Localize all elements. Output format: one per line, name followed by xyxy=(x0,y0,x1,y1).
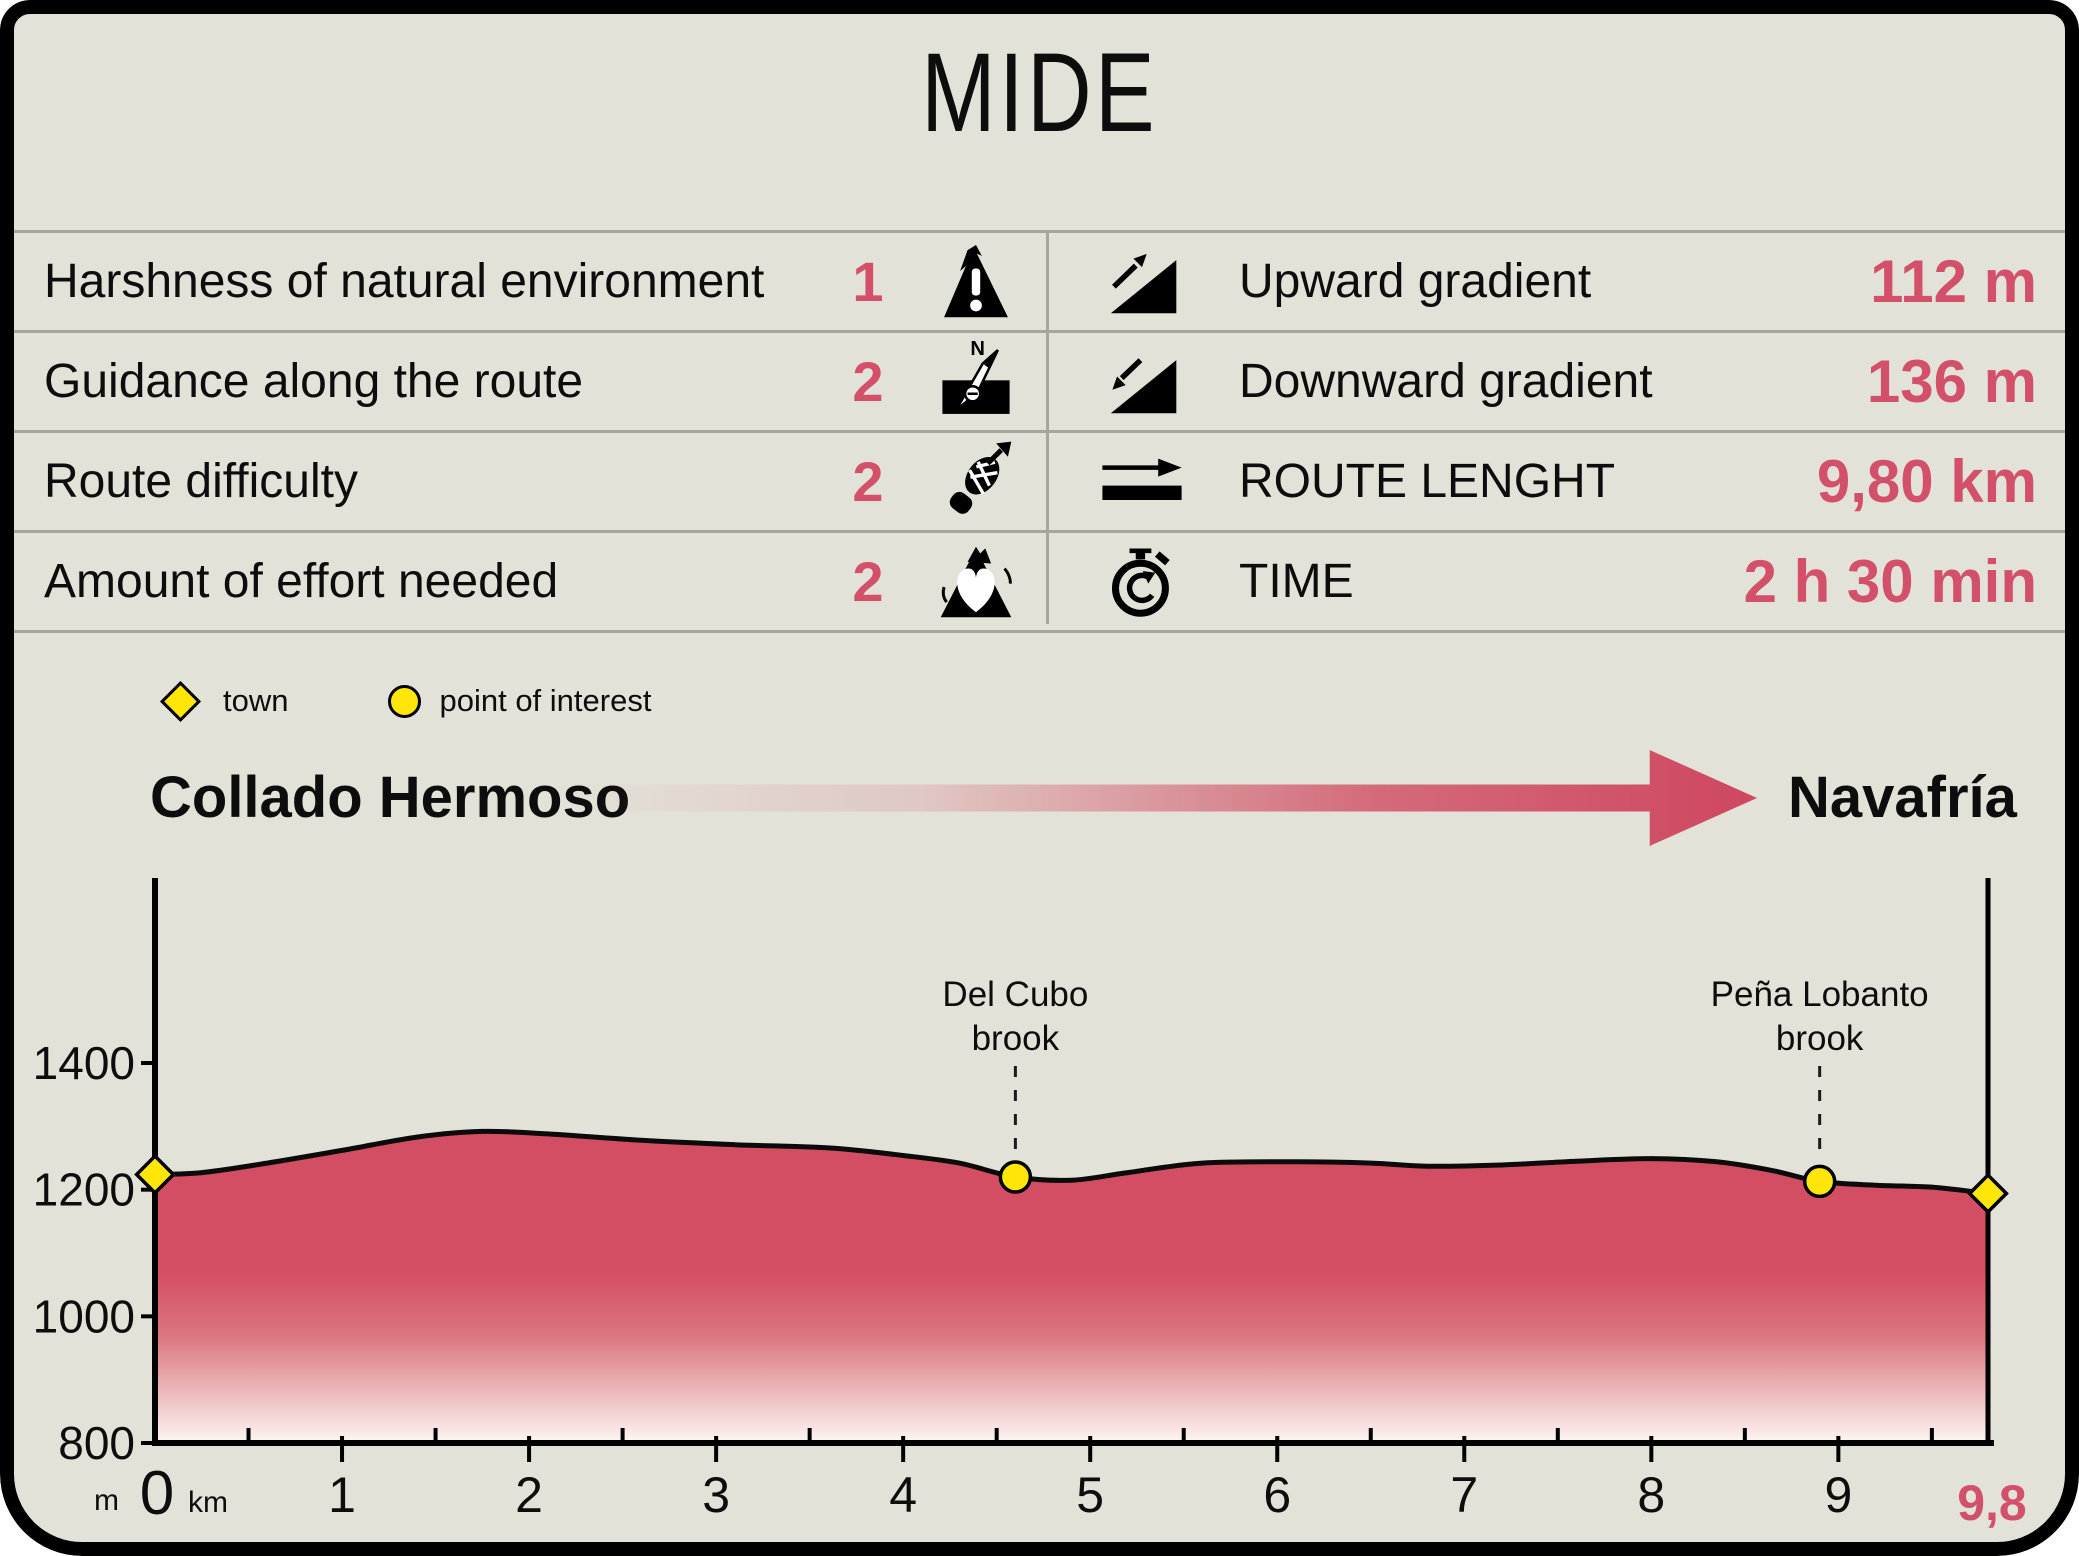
route-end-name: Navafría xyxy=(1788,765,2017,830)
y-axis-unit-label: m xyxy=(94,1484,119,1517)
stat-value: 136 m xyxy=(1866,348,2037,415)
poi-marker xyxy=(998,1160,1033,1194)
stat-label: ROUTE LENGHT xyxy=(1239,455,1616,508)
rating-label: Guidance along the route xyxy=(44,355,584,408)
table-column-divider xyxy=(1046,230,1049,624)
legend-town-label: town xyxy=(223,683,289,718)
route-start-name: Collado Hermoso xyxy=(150,765,631,830)
stat-value: 2 h 30 min xyxy=(1743,548,2037,615)
x-tick-label: 6 xyxy=(1263,1467,1291,1523)
poi-marker-icon xyxy=(388,684,422,718)
x-tick-label: 1 xyxy=(328,1467,356,1523)
stat-label: Downward gradient xyxy=(1239,355,1653,408)
poi-annotation-line2: brook xyxy=(1776,1019,1864,1058)
stat-value: 112 m xyxy=(1870,248,2037,315)
table-row: Harshness of natural environment 1 Upwar… xyxy=(0,230,2079,330)
stopwatch-icon xyxy=(1083,543,1201,621)
page-title: MIDE xyxy=(921,30,1158,155)
x-tick-label: 9 xyxy=(1824,1467,1852,1523)
legend: town point of interest xyxy=(159,680,652,722)
route-direction-arrow-icon xyxy=(565,750,1757,846)
stat-cell-upward: Upward gradient 112 m xyxy=(1047,233,2079,330)
rating-value: 1 xyxy=(852,250,884,313)
x-origin-label: 0 xyxy=(140,1459,174,1528)
upward-gradient-icon xyxy=(1083,243,1201,321)
route-length-icon xyxy=(1083,443,1201,521)
rating-cell-harshness: Harshness of natural environment 1 xyxy=(0,233,1047,330)
x-tick-label: 5 xyxy=(1076,1467,1104,1523)
elevation-line xyxy=(154,1128,1989,1196)
elevation-profile-chart: 800 1000 1200 1400 1 2 3 4 5 6 7 8 9 0m km 9,8 Del Cubo b… xyxy=(33,878,2027,1531)
stat-label: Upward gradient xyxy=(1239,255,1592,308)
town-marker xyxy=(1967,1172,2009,1215)
rating-cell-difficulty: Route difficulty 2 xyxy=(0,433,1047,530)
rating-cell-guidance: Guidance along the route 2 N xyxy=(0,333,1047,430)
svg-text:N: N xyxy=(970,340,985,360)
rating-label: Route difficulty xyxy=(44,455,358,508)
stat-cell-time: TIME 2 h 30 min xyxy=(1047,533,2079,630)
poi-annotation-line1: Peña Lobanto xyxy=(1711,975,1929,1014)
y-tick-label: 1000 xyxy=(33,1290,135,1342)
rating-label: Amount of effort needed xyxy=(44,555,559,608)
stat-cell-downward: Downward gradient 136 m xyxy=(1047,333,2079,430)
compass-icon: N xyxy=(905,340,1047,424)
legend-poi-label: point of interest xyxy=(439,683,652,718)
poi-annotation-line2: brook xyxy=(972,1019,1060,1058)
x-tick-label: 2 xyxy=(515,1467,543,1523)
heart-effort-icon xyxy=(905,540,1047,624)
poi-marker xyxy=(1802,1164,1837,1199)
rating-cell-effort: Amount of effort needed 2 xyxy=(0,533,1047,630)
stat-cell-length: ROUTE LENGHT 9,80 km xyxy=(1047,433,2079,530)
stat-label: TIME xyxy=(1239,555,1354,608)
y-tick-label: 800 xyxy=(58,1417,135,1469)
y-tick-label: 1200 xyxy=(33,1164,135,1216)
mountain-warning-icon xyxy=(905,240,1047,324)
x-tick-label: 8 xyxy=(1637,1467,1665,1523)
rating-value: 2 xyxy=(852,350,884,413)
rating-value: 2 xyxy=(852,550,884,613)
elevation-area xyxy=(155,1131,1988,1443)
table-row: Guidance along the route 2 N Downward gr… xyxy=(0,330,2079,430)
x-end-label: 9,8 xyxy=(1957,1475,2027,1531)
table-row: Amount of effort needed 2 TIME 2 h 30 mi… xyxy=(0,530,2079,630)
mide-info-table: Harshness of natural environment 1 Upwar… xyxy=(0,230,2079,633)
x-tick-label: 3 xyxy=(702,1467,730,1523)
y-tick-label: 1400 xyxy=(33,1037,135,1089)
town-marker xyxy=(134,1153,176,1196)
x-tick-label: 4 xyxy=(889,1467,917,1523)
boot-icon xyxy=(905,440,1047,524)
town-marker-icon xyxy=(159,680,202,722)
rating-value: 2 xyxy=(852,450,884,513)
rating-label: Harshness of natural environment xyxy=(44,255,765,308)
x-axis-unit-label: km xyxy=(188,1486,228,1519)
stat-value: 9,80 km xyxy=(1816,448,2037,515)
table-row: Route difficulty 2 ROUTE LENGHT 9,80 km xyxy=(0,430,2079,530)
route-direction: Collado Hermoso Navafría xyxy=(0,742,2079,854)
downward-gradient-icon xyxy=(1083,343,1201,421)
poi-annotation-line1: Del Cubo xyxy=(942,975,1088,1014)
x-tick-label: 7 xyxy=(1450,1467,1478,1523)
